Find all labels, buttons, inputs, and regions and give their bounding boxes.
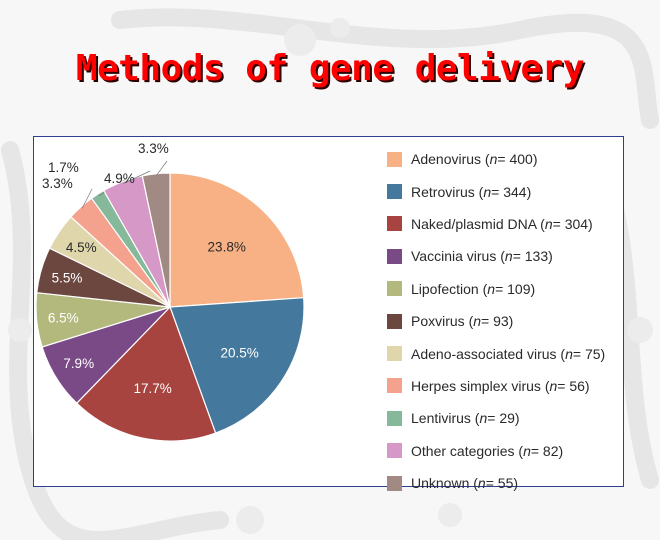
legend-label: Naked/plasmid DNA ( <box>411 215 545 232</box>
legend-swatch <box>387 281 402 297</box>
legend-count: = 56) <box>557 377 590 394</box>
legend-label: Lipofection ( <box>411 280 488 297</box>
legend-label: Adenovirus ( <box>411 151 490 168</box>
legend-n-symbol: n <box>487 280 496 297</box>
legend-label: Adeno-associated virus ( <box>411 345 566 362</box>
legend-item: Herpes simplex virus (n = 56) <box>387 370 605 402</box>
slice-percent-label: 1.7% <box>48 160 79 175</box>
legend-n-symbol: n <box>473 313 482 330</box>
slice-percent-label: 23.8% <box>208 239 246 254</box>
chart-panel: 23.8% 20.5% 17.7% 7.9% 6.5% 5.5% 4.5% 3.3% 1.7% 4… <box>33 136 624 491</box>
legend-label: Other categories ( <box>411 442 524 459</box>
slice-percent-label: 6.5% <box>48 311 79 326</box>
legend-label: Vaccinia virus ( <box>411 248 505 265</box>
legend-count: = 133) <box>512 248 553 265</box>
pie-chart: 23.8%20.5%17.7%7.9%6.5%5.5%4.5%3.3%1.7%4… <box>35 141 305 442</box>
legend-item: Vaccinia virus (n = 133) <box>387 240 605 272</box>
legend-n-symbol: n <box>549 377 558 394</box>
legend-n-symbol: n <box>523 442 531 459</box>
legend-label: Poxvirus ( <box>411 313 474 330</box>
legend-item: Retrovirus (n = 344) <box>387 175 605 207</box>
legend-count: = 304) <box>552 215 593 232</box>
legend-item: Adenovirus (n = 400) <box>387 143 605 175</box>
slice-percent-label: 20.5% <box>220 345 258 360</box>
legend-item: Naked/plasmid DNA (n = 304) <box>387 208 605 240</box>
legend-item: Other categories (n = 82) <box>387 435 605 467</box>
legend-label: Unknown ( <box>411 475 478 492</box>
legend-count: = 400) <box>497 151 538 168</box>
slide-title: Methods of gene delivery <box>75 48 585 89</box>
legend-item: Lipofection (n = 109) <box>387 273 605 305</box>
legend-count: = 55) <box>485 475 519 492</box>
legend-n-symbol: n <box>479 410 488 427</box>
legend-swatch <box>387 151 402 167</box>
legend-count: = 75) <box>572 345 606 362</box>
legend-item: Poxvirus (n = 93) <box>387 305 605 337</box>
legend-swatch <box>387 378 402 394</box>
slice-percent-label: 3.3% <box>138 141 169 156</box>
legend-n-symbol: n <box>483 183 492 200</box>
slice-percent-label: 4.9% <box>104 171 135 186</box>
legend-swatch <box>387 346 402 362</box>
legend-n-symbol: n <box>489 151 498 168</box>
legend-item: Adeno-associated virus (n = 75) <box>387 337 605 369</box>
pie-slice-unknown <box>141 172 171 308</box>
slice-percent-label: 3.3% <box>42 176 73 191</box>
chart-legend: Adenovirus (n = 400) Retrovirus (n = 344)… <box>387 143 605 499</box>
legend-label: Retrovirus ( <box>411 183 484 200</box>
slice-leader-line <box>81 188 93 209</box>
legend-swatch <box>387 410 402 426</box>
legend-count: = 344) <box>491 183 532 200</box>
legend-n-symbol: n <box>565 345 573 362</box>
legend-count: = 29) <box>487 410 520 427</box>
legend-swatch <box>387 184 402 200</box>
pie-slice-adenovirus <box>169 172 305 308</box>
legend-swatch <box>387 313 402 329</box>
legend-label: Lentivirus ( <box>411 410 480 427</box>
slice-percent-label: 4.5% <box>66 240 97 255</box>
legend-swatch <box>387 216 402 232</box>
slice-percent-label: 7.9% <box>63 356 94 371</box>
legend-count: = 109) <box>495 280 536 297</box>
legend-count: = 93) <box>481 313 514 330</box>
legend-swatch <box>387 248 402 264</box>
pie-slice-naked-plasmid-dna <box>75 305 217 442</box>
legend-n-symbol: n <box>544 215 553 232</box>
slice-percent-label: 17.7% <box>133 381 171 396</box>
slice-leader-line <box>123 170 151 184</box>
slice-percent-label: 5.5% <box>52 270 83 285</box>
slice-leader-line <box>156 160 168 176</box>
legend-label: Herpes simplex virus ( <box>411 377 550 394</box>
legend-n-symbol: n <box>504 248 513 265</box>
legend-swatch <box>387 443 402 459</box>
legend-item: Unknown (n = 55) <box>387 467 605 499</box>
legend-count: = 82) <box>530 442 564 459</box>
legend-swatch <box>387 475 402 491</box>
legend-item: Lentivirus (n = 29) <box>387 402 605 434</box>
legend-n-symbol: n <box>477 475 486 492</box>
